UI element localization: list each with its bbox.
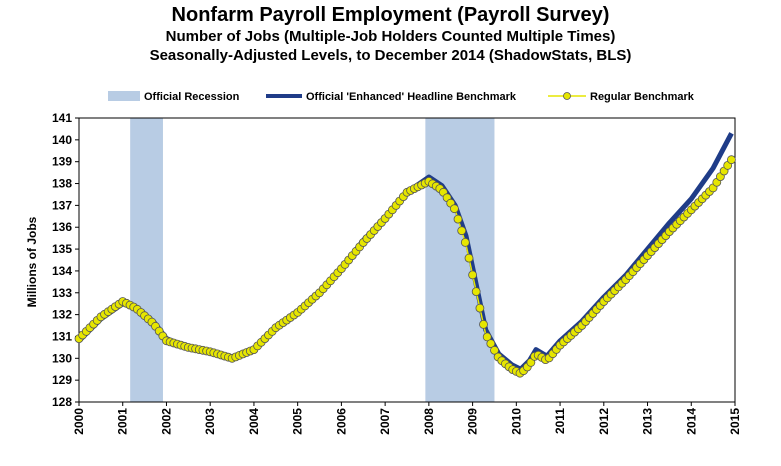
legend: Official Recession Official 'Enhanced' He… <box>108 91 695 103</box>
chart-title: Nonfarm Payroll Employment (Payroll Surv… <box>171 4 610 26</box>
x-tick-label: 2009 <box>466 408 480 435</box>
x-tick-label: 2014 <box>684 408 698 435</box>
x-tick-label: 2000 <box>72 408 86 435</box>
x-tick-label: 2008 <box>422 408 436 435</box>
regular-benchmark-point <box>479 319 488 329</box>
regular-benchmark-point <box>727 155 736 165</box>
x-tick-label: 2005 <box>291 408 305 435</box>
regular-benchmark-point <box>482 332 492 342</box>
regular-benchmark-point <box>464 253 474 263</box>
x-tick-label: 2015 <box>728 408 742 435</box>
regular-benchmark-point <box>460 237 470 247</box>
chart-subtitle-2: Seasonally-Adjusted Levels, to December … <box>149 47 632 64</box>
y-tick-label: 133 <box>52 286 72 300</box>
x-tick-label: 2011 <box>553 408 567 434</box>
y-axis-label: Millions of Jobs <box>25 216 39 307</box>
x-tick-label: 2007 <box>378 408 392 435</box>
axes: 128 129 130 131 132 133 134 135 136 137 138 139 140 1… <box>52 111 742 435</box>
x-tick-label: 2010 <box>509 408 523 435</box>
y-tick-label: 135 <box>52 242 72 256</box>
y-tick-label: 134 <box>52 264 72 278</box>
recession-band <box>425 118 495 402</box>
y-tick-label: 130 <box>52 351 72 365</box>
y-tick-label: 128 <box>52 395 72 409</box>
legend-swatch-regular-marker <box>563 92 571 100</box>
legend-label-recession: Official Recession <box>144 91 240 103</box>
series-layer <box>74 132 736 378</box>
x-tick-label: 2003 <box>203 408 217 435</box>
regular-benchmark-point <box>449 204 459 214</box>
x-tick-label: 2013 <box>641 408 655 435</box>
x-tick-label: 2012 <box>597 408 611 435</box>
legend-label-regular: Regular Benchmark <box>590 91 695 103</box>
y-tick-label: 141 <box>52 111 72 125</box>
x-tick-label: 2001 <box>116 408 130 435</box>
x-tick-label: 2006 <box>334 408 348 435</box>
legend-label-enhanced: Official 'Enhanced' Headline Benchmark <box>306 91 517 103</box>
legend-swatch-recession <box>108 91 140 101</box>
y-tick-label: 131 <box>52 329 72 343</box>
regular-benchmark-point <box>468 270 478 280</box>
regular-benchmark-point <box>490 345 499 355</box>
enhanced-benchmark-line <box>77 132 734 372</box>
y-tick-label: 129 <box>52 373 72 387</box>
regular-benchmark-point <box>453 214 463 224</box>
y-tick-label: 132 <box>52 308 72 322</box>
y-tick-label: 138 <box>52 177 72 191</box>
x-tick-label: 2004 <box>247 408 261 435</box>
regular-benchmark-point <box>486 339 496 349</box>
x-tick-label: 2002 <box>159 408 173 435</box>
plot-frame <box>78 117 736 403</box>
y-tick-label: 140 <box>52 133 72 147</box>
title-block: Nonfarm Payroll Employment (Payroll Surv… <box>0 4 781 65</box>
chart-subtitle: Number of Jobs (Multiple-Job Holders Cou… <box>165 28 616 45</box>
y-tick-label: 136 <box>52 220 72 234</box>
y-tick-label: 137 <box>52 198 72 212</box>
regular-benchmark-point <box>457 226 467 236</box>
recession-bands <box>130 118 495 402</box>
y-tick-label: 139 <box>52 155 72 169</box>
regular-benchmark-point <box>471 287 481 297</box>
regular-benchmark-point <box>475 303 485 313</box>
recession-band <box>130 118 163 402</box>
